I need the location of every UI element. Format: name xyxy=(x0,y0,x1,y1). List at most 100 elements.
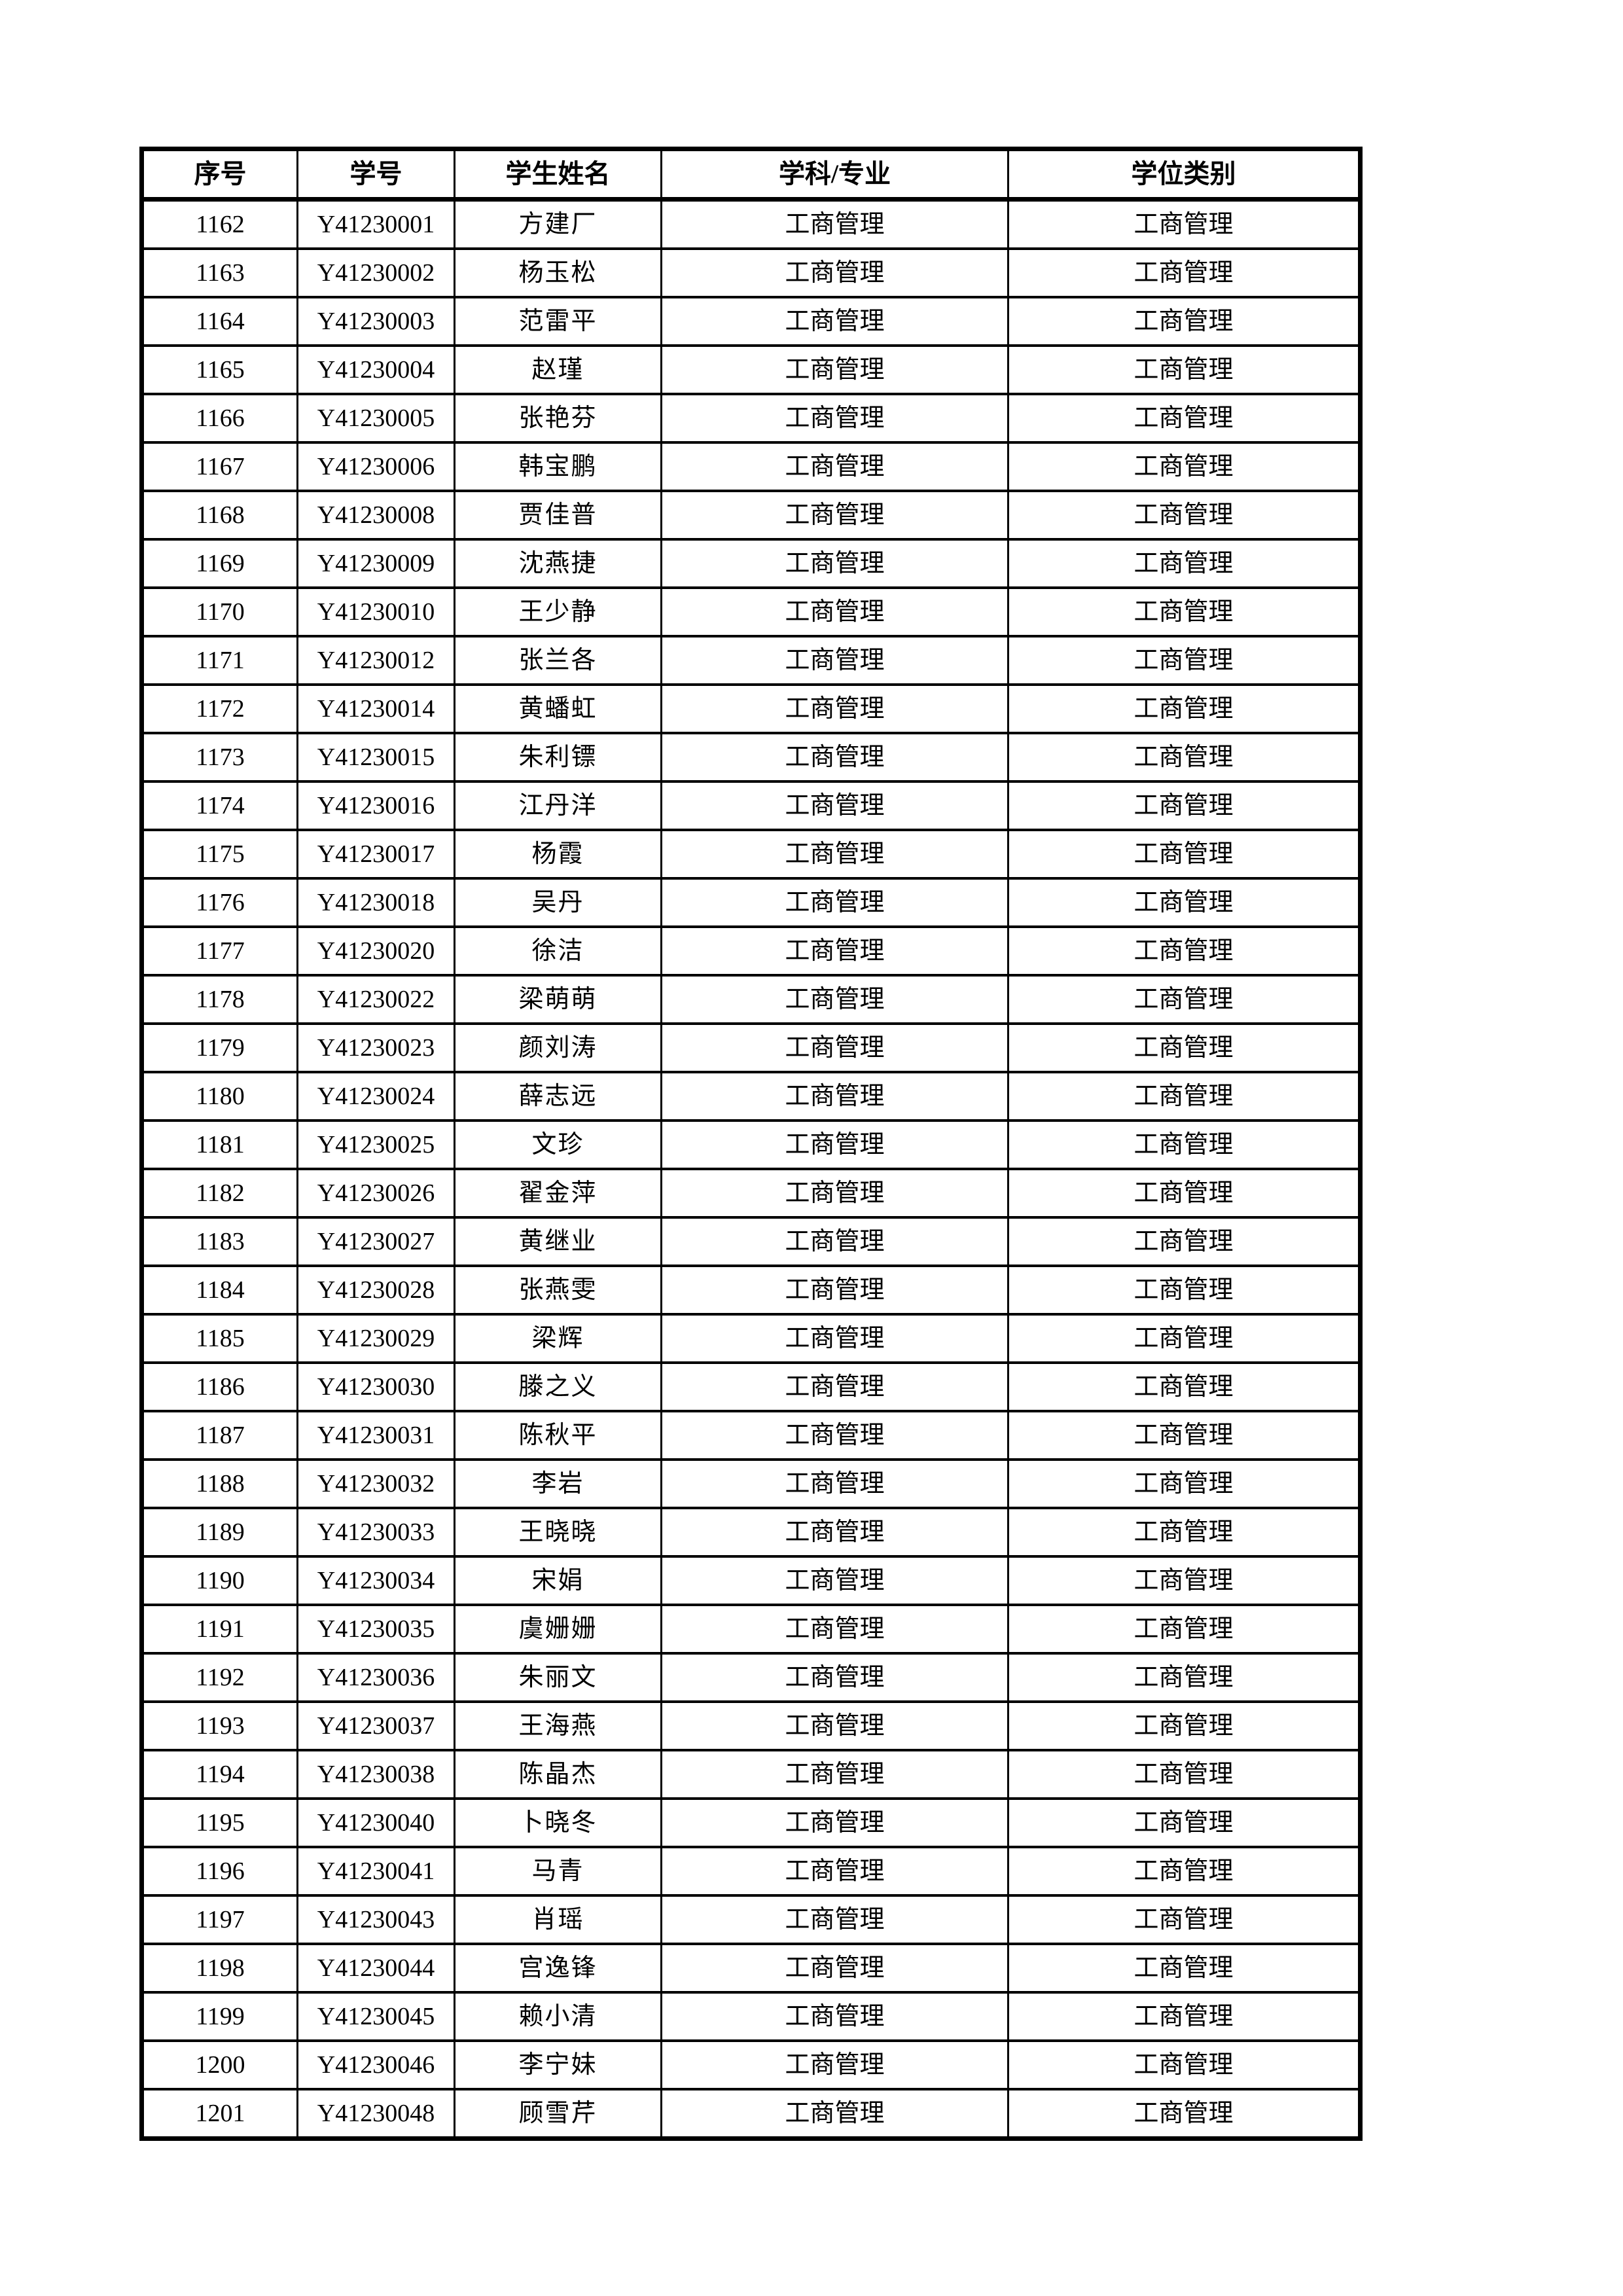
serial-cell: 1192 xyxy=(141,1652,298,1703)
serial-cell: 1168 xyxy=(141,490,298,541)
degree-type-cell: 工商管理 xyxy=(1007,1555,1361,1606)
student-id-cell: Y41230005 xyxy=(296,393,455,444)
student-name-cell: 朱丽文 xyxy=(454,1652,662,1703)
degree-type-cell: 工商管理 xyxy=(1007,1265,1361,1316)
student-name-cell: 张兰各 xyxy=(454,635,662,686)
student-id-cell: Y41230025 xyxy=(296,1119,455,1170)
major-cell: 工商管理 xyxy=(660,247,1009,298)
major-cell: 工商管理 xyxy=(660,1216,1009,1267)
major-cell: 工商管理 xyxy=(660,683,1009,734)
degree-type-cell: 工商管理 xyxy=(1007,732,1361,783)
student-name-cell: 黄继业 xyxy=(454,1216,662,1267)
student-id-cell: Y41230031 xyxy=(296,1410,455,1461)
major-cell: 工商管理 xyxy=(660,441,1009,492)
major-cell: 工商管理 xyxy=(660,1555,1009,1606)
serial-cell: 1184 xyxy=(141,1265,298,1316)
student-name-cell: 杨玉松 xyxy=(454,247,662,298)
degree-type-cell: 工商管理 xyxy=(1007,198,1361,250)
student-name-cell: 虞姗姗 xyxy=(454,1604,662,1655)
student-name-cell: 梁辉 xyxy=(454,1313,662,1364)
student-name-cell: 徐洁 xyxy=(454,925,662,977)
major-cell: 工商管理 xyxy=(660,198,1009,250)
degree-type-cell: 工商管理 xyxy=(1007,1458,1361,1509)
serial-cell: 1164 xyxy=(141,296,298,347)
degree-type-cell: 工商管理 xyxy=(1007,877,1361,928)
serial-cell: 1163 xyxy=(141,247,298,298)
major-cell: 工商管理 xyxy=(660,2039,1009,2090)
student-id-cell: Y41230036 xyxy=(296,1652,455,1703)
serial-cell: 1165 xyxy=(141,344,298,395)
major-cell: 工商管理 xyxy=(660,490,1009,541)
serial-cell: 1170 xyxy=(141,586,298,637)
serial-cell: 1188 xyxy=(141,1458,298,1509)
student-id-cell: Y41230020 xyxy=(296,925,455,977)
table-row: 1169 Y41230009 沈燕捷 工商管理 工商管理 xyxy=(141,538,1361,589)
serial-cell: 1173 xyxy=(141,732,298,783)
degree-type-cell: 工商管理 xyxy=(1007,829,1361,880)
degree-type-cell: 工商管理 xyxy=(1007,1313,1361,1364)
table-row: 1167 Y41230006 韩宝鹏 工商管理 工商管理 xyxy=(141,441,1361,492)
student-id-cell: Y41230015 xyxy=(296,732,455,783)
degree-type-cell: 工商管理 xyxy=(1007,2039,1361,2090)
table-row: 1197 Y41230043 肖瑶 工商管理 工商管理 xyxy=(141,1894,1361,1945)
major-cell: 工商管理 xyxy=(660,1604,1009,1655)
student-id-cell: Y41230028 xyxy=(296,1265,455,1316)
student-name-cell: 翟金萍 xyxy=(454,1168,662,1219)
major-cell: 工商管理 xyxy=(660,974,1009,1025)
student-name-cell: 沈燕捷 xyxy=(454,538,662,589)
table-row: 1163 Y41230002 杨玉松 工商管理 工商管理 xyxy=(141,247,1361,298)
major-cell: 工商管理 xyxy=(660,1700,1009,1751)
student-id-cell: Y41230029 xyxy=(296,1313,455,1364)
serial-cell: 1189 xyxy=(141,1507,298,1558)
student-name-cell: 梁萌萌 xyxy=(454,974,662,1025)
serial-cell: 1194 xyxy=(141,1749,298,1800)
serial-cell: 1182 xyxy=(141,1168,298,1219)
table-row: 1181 Y41230025 文珍 工商管理 工商管理 xyxy=(141,1119,1361,1170)
serial-cell: 1169 xyxy=(141,538,298,589)
serial-cell: 1186 xyxy=(141,1361,298,1412)
header-major: 学科/专业 xyxy=(660,147,1009,202)
table-row: 1168 Y41230008 贾佳普 工商管理 工商管理 xyxy=(141,490,1361,541)
major-cell: 工商管理 xyxy=(660,635,1009,686)
student-id-cell: Y41230018 xyxy=(296,877,455,928)
table-row: 1179 Y41230023 颜刘涛 工商管理 工商管理 xyxy=(141,1022,1361,1073)
student-id-cell: Y41230014 xyxy=(296,683,455,734)
serial-cell: 1193 xyxy=(141,1700,298,1751)
serial-cell: 1175 xyxy=(141,829,298,880)
degree-type-cell: 工商管理 xyxy=(1007,1604,1361,1655)
major-cell: 工商管理 xyxy=(660,344,1009,395)
major-cell: 工商管理 xyxy=(660,1507,1009,1558)
degree-type-cell: 工商管理 xyxy=(1007,1749,1361,1800)
student-id-cell: Y41230033 xyxy=(296,1507,455,1558)
student-name-cell: 薛志远 xyxy=(454,1071,662,1122)
table-row: 1192 Y41230036 朱丽文 工商管理 工商管理 xyxy=(141,1652,1361,1703)
serial-cell: 1167 xyxy=(141,441,298,492)
student-id-cell: Y41230027 xyxy=(296,1216,455,1267)
student-id-cell: Y41230034 xyxy=(296,1555,455,1606)
student-id-cell: Y41230010 xyxy=(296,586,455,637)
table-row: 1164 Y41230003 范雷平 工商管理 工商管理 xyxy=(141,296,1361,347)
major-cell: 工商管理 xyxy=(660,1749,1009,1800)
serial-cell: 1180 xyxy=(141,1071,298,1122)
student-id-cell: Y41230045 xyxy=(296,1991,455,2042)
degree-type-cell: 工商管理 xyxy=(1007,1119,1361,1170)
degree-type-cell: 工商管理 xyxy=(1007,1071,1361,1122)
degree-type-cell: 工商管理 xyxy=(1007,586,1361,637)
student-id-cell: Y41230032 xyxy=(296,1458,455,1509)
major-cell: 工商管理 xyxy=(660,1022,1009,1073)
table-row: 1194 Y41230038 陈晶杰 工商管理 工商管理 xyxy=(141,1749,1361,1800)
student-name-cell: 王海燕 xyxy=(454,1700,662,1751)
serial-cell: 1200 xyxy=(141,2039,298,2090)
student-id-cell: Y41230022 xyxy=(296,974,455,1025)
serial-cell: 1183 xyxy=(141,1216,298,1267)
major-cell: 工商管理 xyxy=(660,780,1009,831)
student-id-cell: Y41230038 xyxy=(296,1749,455,1800)
degree-type-cell: 工商管理 xyxy=(1007,1216,1361,1267)
table-row: 1175 Y41230017 杨霞 工商管理 工商管理 xyxy=(141,829,1361,880)
serial-cell: 1181 xyxy=(141,1119,298,1170)
major-cell: 工商管理 xyxy=(660,1265,1009,1316)
student-name-cell: 韩宝鹏 xyxy=(454,441,662,492)
student-id-cell: Y41230043 xyxy=(296,1894,455,1945)
degree-type-cell: 工商管理 xyxy=(1007,1700,1361,1751)
